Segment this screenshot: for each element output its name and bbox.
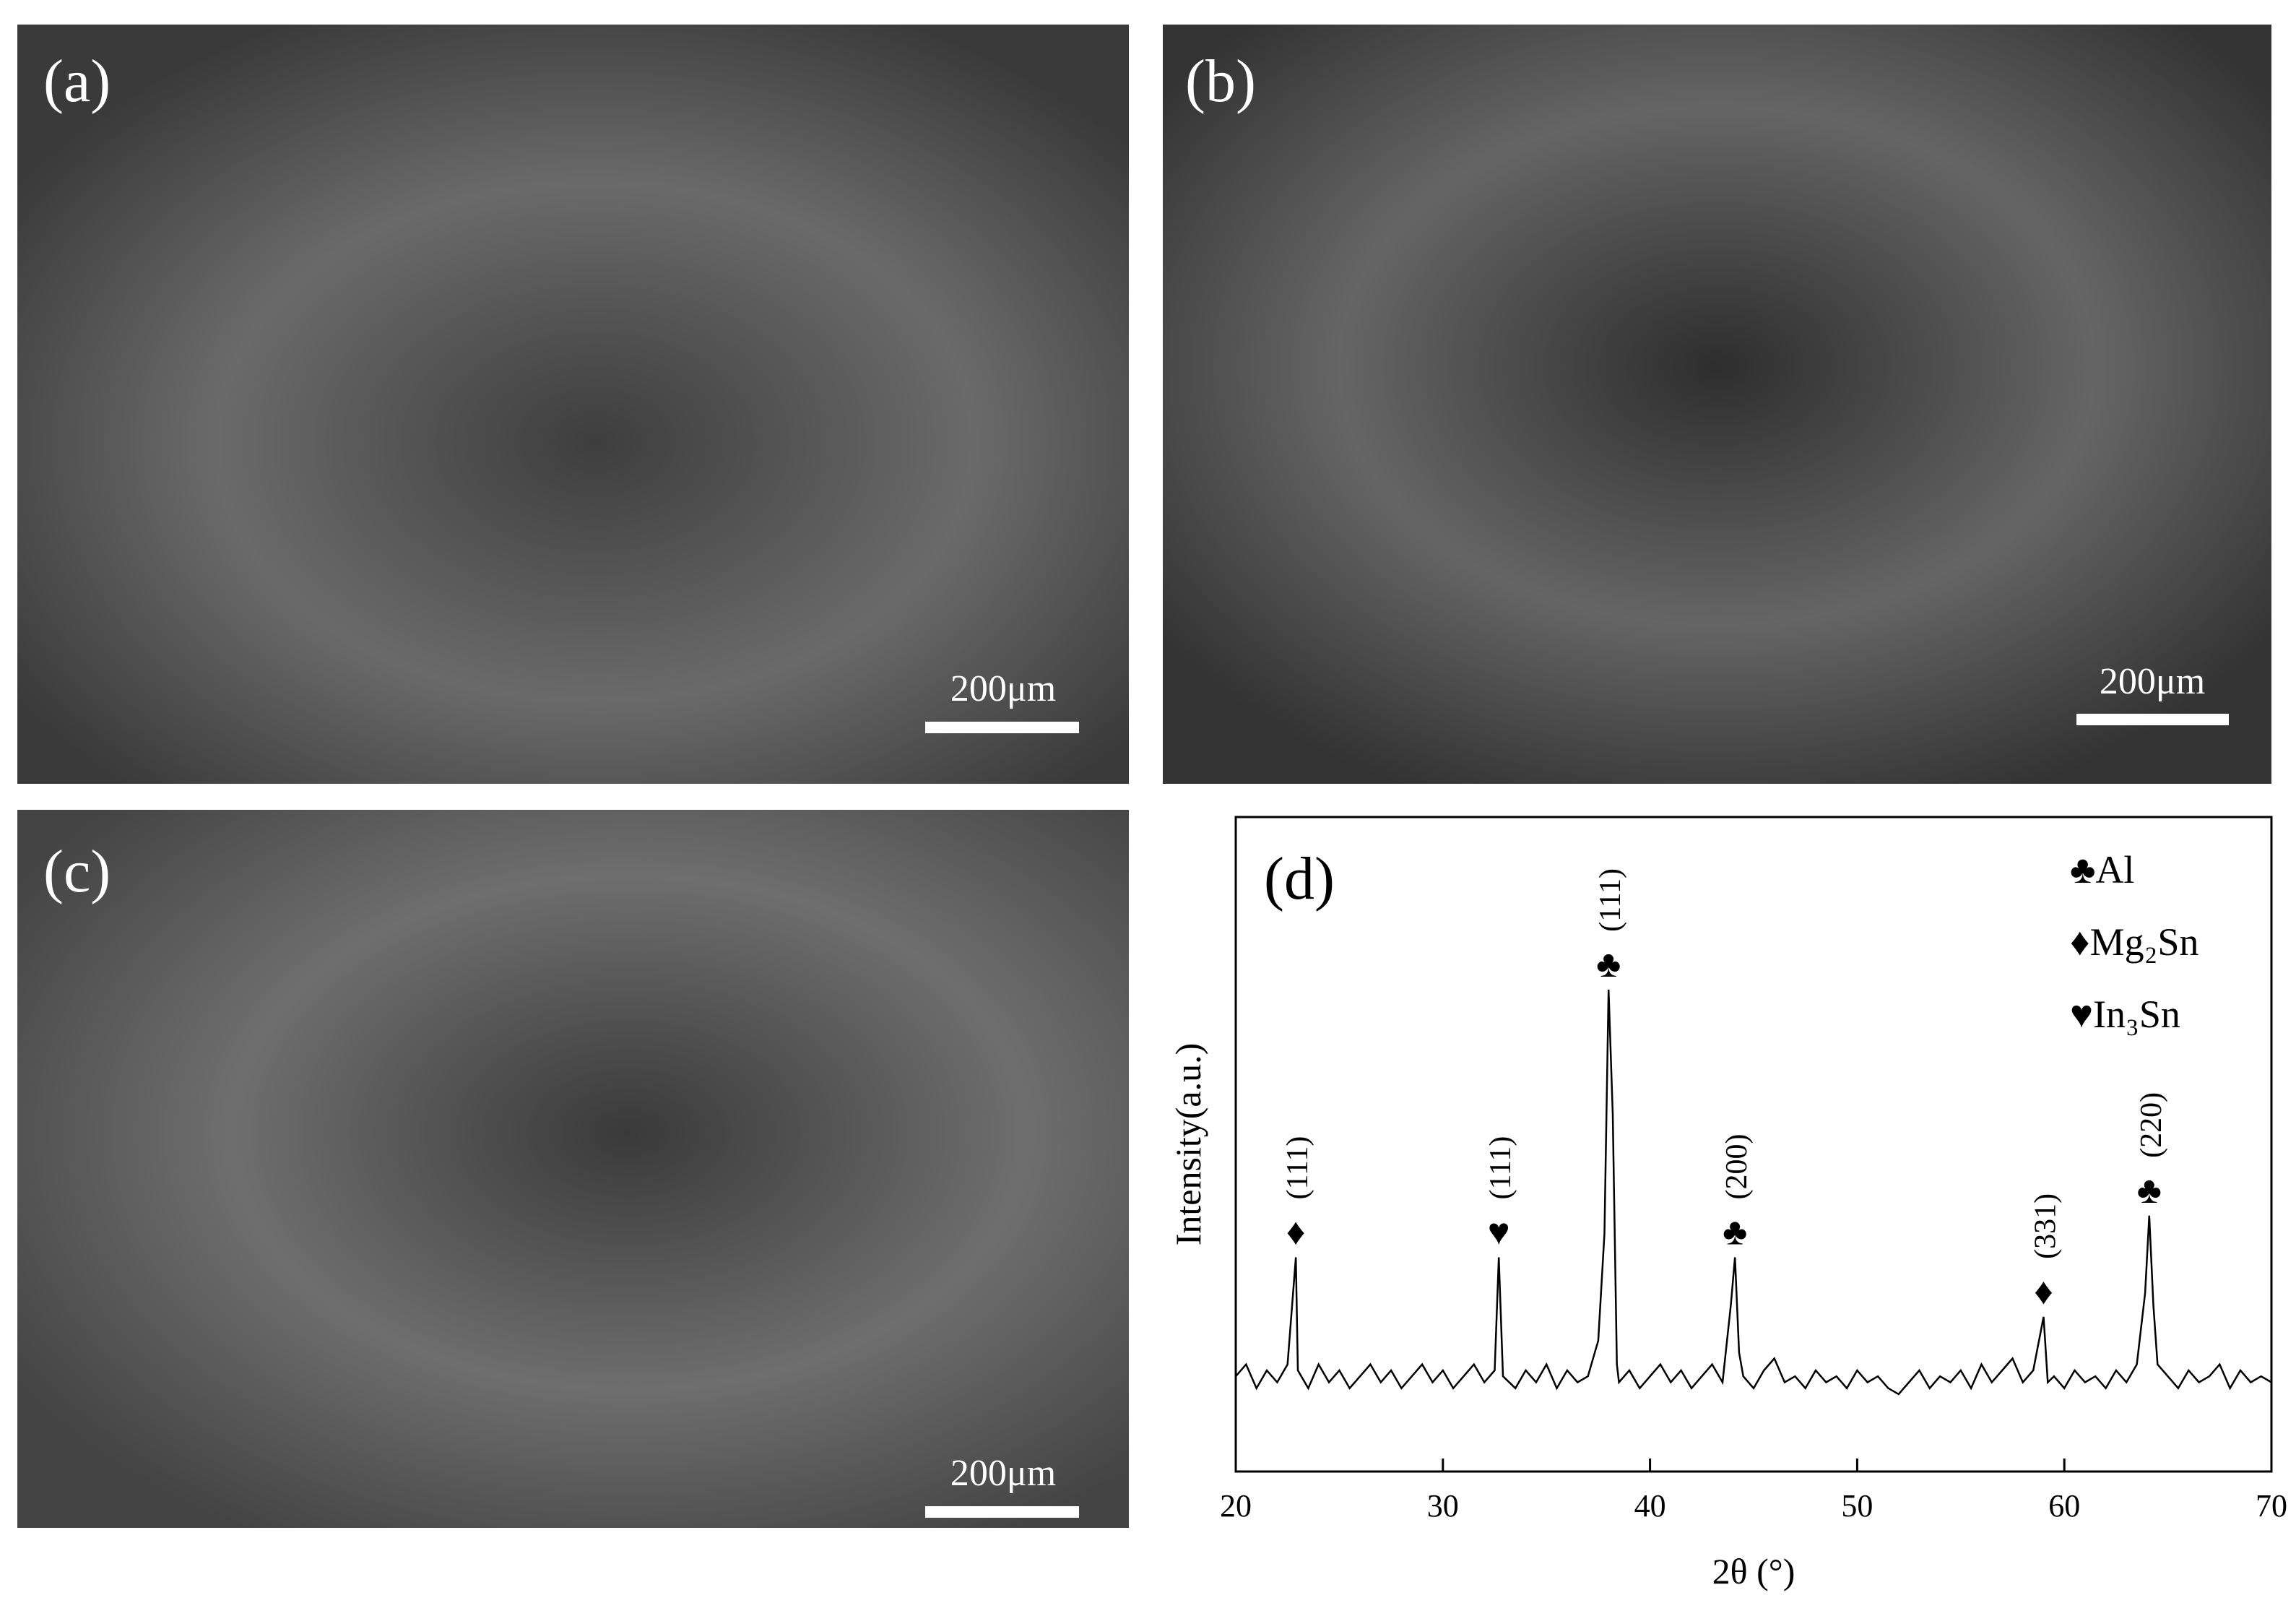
peak-symbol: ♦ bbox=[2034, 1271, 2053, 1313]
micrograph-b: (b) 200μm bbox=[1163, 25, 2271, 784]
scale-bar-label: 200μm bbox=[950, 1453, 1056, 1494]
peak-symbol: ♦ bbox=[1286, 1211, 1306, 1253]
legend-entry: ♦Mg₂Sn bbox=[2070, 920, 2198, 964]
panel-label: (c) bbox=[43, 838, 111, 905]
x-tick-label: 40 bbox=[1634, 1488, 1666, 1524]
legend-name: In₃Sn bbox=[2093, 993, 2180, 1036]
micrograph-a: (a) 200μm bbox=[17, 25, 1129, 784]
peak-annotation: ♥ (111) bbox=[1484, 1136, 1517, 1253]
peak-label: (111) bbox=[1594, 868, 1627, 932]
legend-symbol: ♥ bbox=[2070, 993, 2093, 1036]
x-tick-label: 30 bbox=[1427, 1488, 1459, 1524]
x-tick-label: 20 bbox=[1220, 1488, 1252, 1524]
legend-entry: ♣Al bbox=[2070, 848, 2134, 891]
micrograph-c: (c) 200μm bbox=[17, 810, 1129, 1528]
x-tick-label: 50 bbox=[1841, 1488, 1873, 1524]
x-axis-label: 2θ (°) bbox=[1712, 1551, 1795, 1591]
scale-bar-label: 200μm bbox=[950, 668, 1056, 709]
scale-bar-label: 200μm bbox=[2100, 661, 2205, 702]
legend-name: Al bbox=[2095, 848, 2134, 891]
peak-annotation: ♦ (331) bbox=[2029, 1193, 2063, 1313]
legend-symbol: ♦ bbox=[2070, 920, 2090, 964]
legend-name: Mg₂Sn bbox=[2090, 920, 2199, 964]
peak-annotation: ♣ (111) bbox=[1594, 868, 1627, 985]
legend-entry: ♥In₃Sn bbox=[2070, 993, 2180, 1036]
x-tick-label: 70 bbox=[2256, 1488, 2287, 1524]
peak-symbol: ♣ bbox=[1596, 944, 1621, 985]
peak-label: (200) bbox=[1720, 1134, 1754, 1200]
peak-label: (111) bbox=[1484, 1136, 1517, 1200]
y-axis-label: Intensity(a.u.) bbox=[1168, 1043, 1208, 1245]
peak-label: (220) bbox=[2135, 1092, 2168, 1158]
peak-symbol: ♥ bbox=[1488, 1211, 1510, 1253]
peak-label: (331) bbox=[2029, 1193, 2063, 1259]
peak-label: (111) bbox=[1281, 1136, 1314, 1200]
panel-label: (b) bbox=[1185, 48, 1256, 115]
plot-frame bbox=[1234, 816, 2273, 1473]
legend-symbol: ♣ bbox=[2070, 848, 2095, 891]
xrd-line bbox=[1235, 989, 2272, 1396]
panel-label: (d) bbox=[1264, 845, 1335, 912]
x-tick-label: 60 bbox=[2048, 1488, 2080, 1524]
peak-symbol: ♣ bbox=[1723, 1211, 1747, 1253]
peak-annotation: ♦ (111) bbox=[1281, 1136, 1314, 1253]
peak-annotation: ♣ (200) bbox=[1720, 1134, 1754, 1253]
peak-annotation: ♣ (220) bbox=[2135, 1092, 2168, 1211]
panel-label: (a) bbox=[43, 48, 111, 115]
peak-symbol: ♣ bbox=[2137, 1170, 2162, 1211]
